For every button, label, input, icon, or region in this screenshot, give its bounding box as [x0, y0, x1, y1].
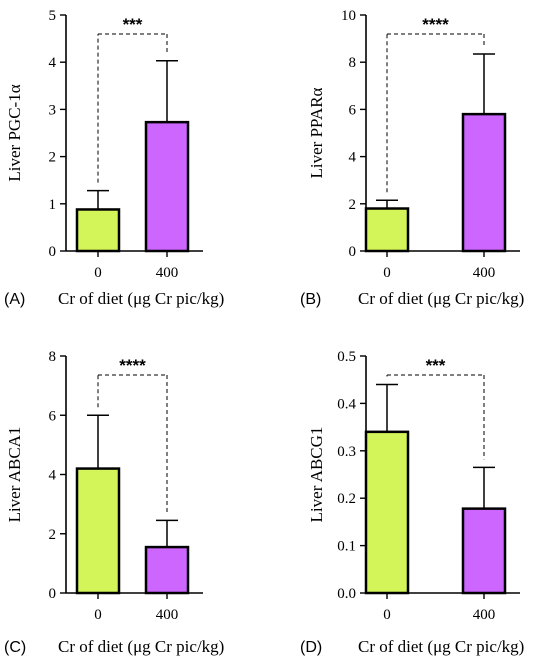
panel-label: (C)	[4, 639, 26, 656]
y-tick-label: 6	[349, 102, 357, 118]
x-tick-label: 400	[473, 607, 496, 623]
panel-label: (A)	[4, 291, 25, 308]
significance-stars: ****	[422, 15, 449, 34]
y-tick-label: 0.2	[337, 491, 356, 507]
y-tick-label: 6	[49, 408, 57, 424]
y-tick-label: 0.4	[337, 396, 356, 412]
y-tick-label: 5	[49, 8, 57, 24]
y-tick-label: 10	[341, 8, 356, 24]
x-tick-label: 400	[473, 265, 496, 281]
x-axis-title: Cr of diet (μg Cr pic/kg)	[358, 289, 524, 308]
x-tick-label: 400	[156, 607, 179, 623]
y-tick-label: 4	[49, 468, 57, 484]
y-tick-label: 0.3	[337, 444, 356, 460]
x-axis-title: Cr of diet (μg Cr pic/kg)	[358, 637, 524, 656]
bar-control	[75, 467, 121, 595]
y-tick-label: 4	[349, 150, 357, 166]
y-axis-title: Liver PPARα	[307, 87, 326, 178]
bar-control	[364, 207, 410, 253]
y-tick-label: 4	[49, 55, 57, 71]
x-tick-label: 0	[383, 265, 391, 281]
y-tick-label: 2	[49, 527, 57, 543]
y-tick-label: 8	[49, 349, 57, 365]
y-tick-label: 0	[49, 244, 57, 260]
y-axis-title: Liver PGC-1α	[5, 84, 24, 181]
y-tick-label: 8	[349, 55, 357, 71]
y-tick-label: 0	[349, 244, 357, 260]
y-axis-title: Liver ABCA1	[5, 427, 24, 523]
bar-control	[364, 430, 410, 595]
x-tick-label: 0	[383, 607, 391, 623]
x-tick-label: 400	[156, 265, 179, 281]
y-tick-label: 2	[49, 150, 57, 166]
significance-stars: ***	[123, 15, 143, 34]
y-tick-label: 1	[49, 197, 57, 213]
y-tick-label: 0	[49, 586, 57, 602]
bar-treatment	[144, 545, 190, 595]
bar-treatment	[461, 112, 507, 253]
y-tick-label: 2	[349, 197, 357, 213]
y-tick-label: 0.0	[337, 586, 356, 602]
x-tick-label: 0	[94, 607, 102, 623]
y-tick-label: 0.5	[337, 349, 356, 365]
bar-control	[75, 208, 121, 253]
panel-label: (D)	[300, 639, 322, 656]
panel-label: (B)	[300, 291, 321, 308]
bar-treatment	[144, 120, 190, 253]
y-tick-label: 3	[49, 102, 57, 118]
y-tick-label: 0.1	[337, 539, 356, 555]
bar-treatment	[461, 507, 507, 595]
y-axis-title: Liver ABCG1	[307, 427, 326, 523]
significance-stars: ***	[426, 356, 446, 375]
significance-stars: ****	[119, 356, 146, 375]
x-axis-title: Cr of diet (μg Cr pic/kg)	[58, 637, 224, 656]
x-tick-label: 0	[94, 265, 102, 281]
x-axis-title: Cr of diet (μg Cr pic/kg)	[58, 289, 224, 308]
